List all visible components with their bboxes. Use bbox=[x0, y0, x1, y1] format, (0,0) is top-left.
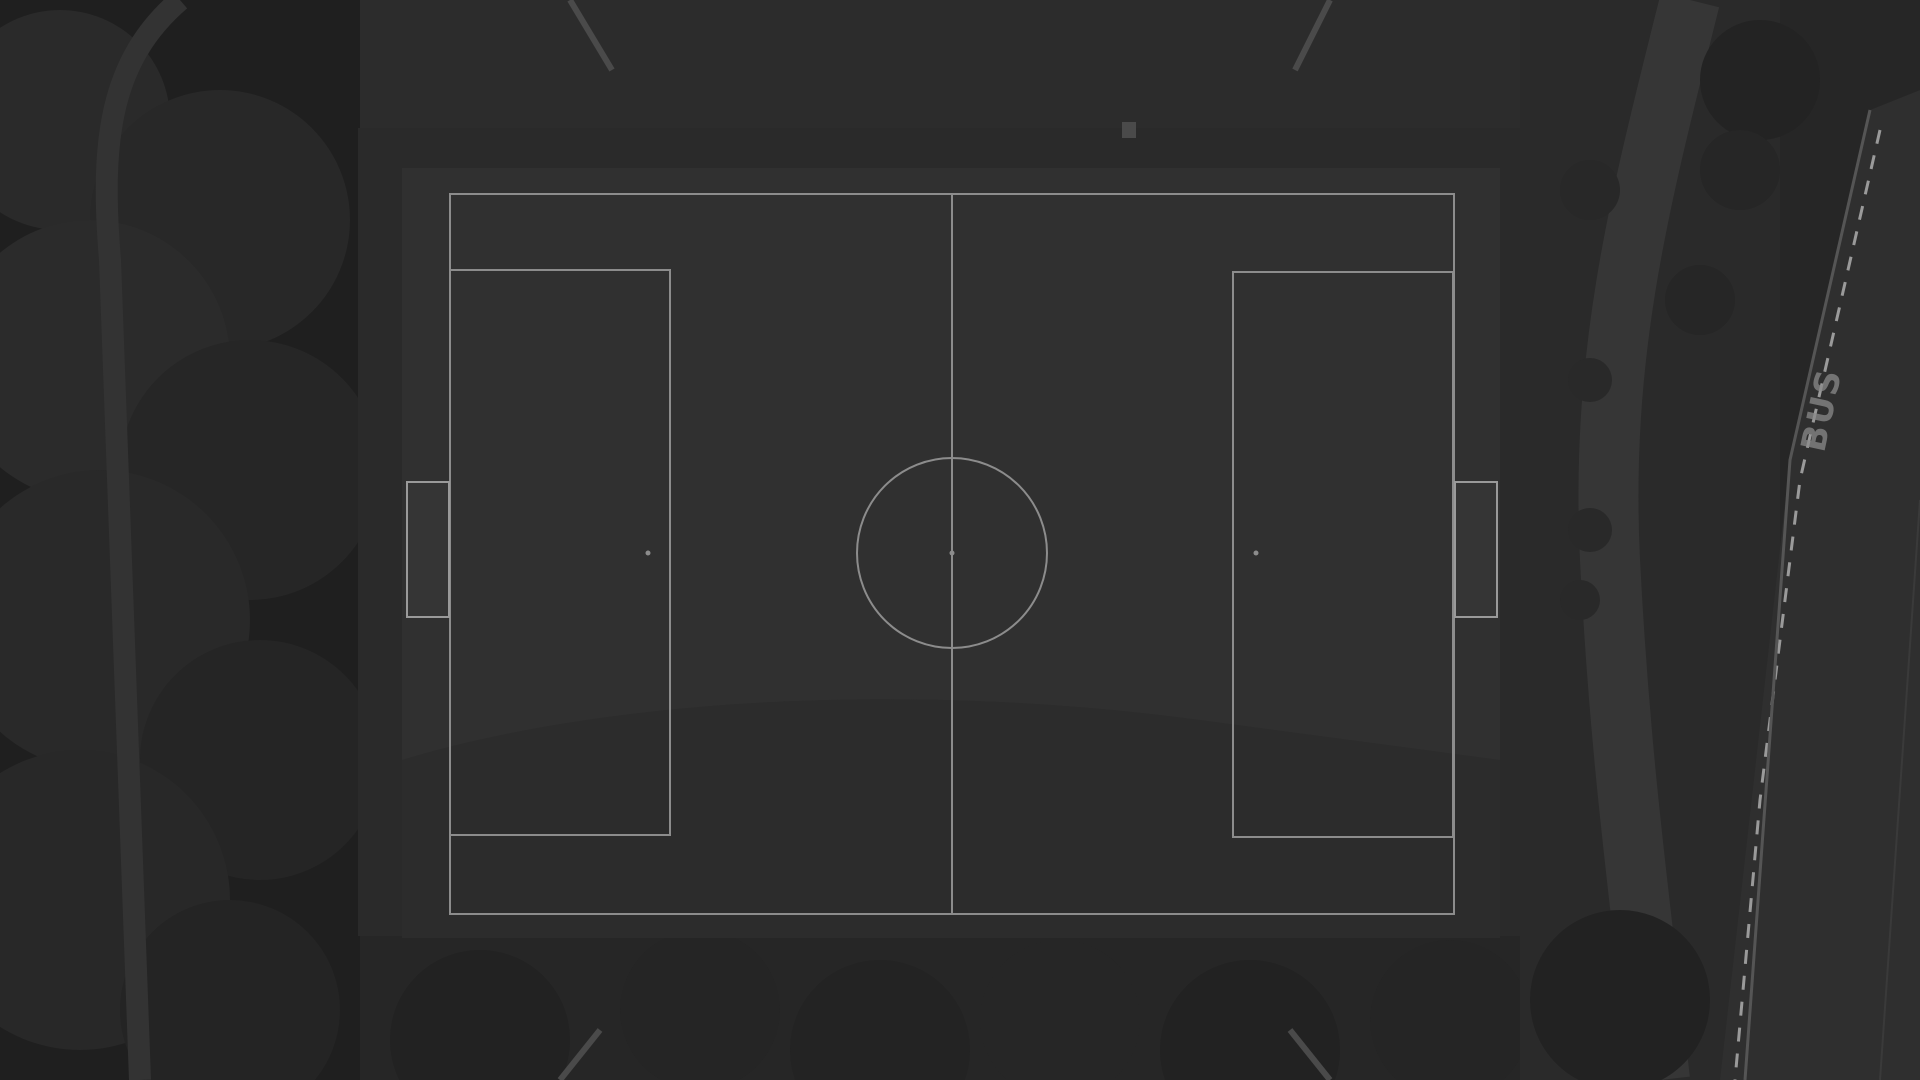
goals bbox=[406, 481, 1498, 618]
small-object bbox=[1122, 122, 1136, 138]
left-goal bbox=[406, 481, 450, 618]
right-penalty-area bbox=[1232, 271, 1454, 838]
left-penalty-spot bbox=[645, 550, 651, 556]
light-poles bbox=[557, 0, 1333, 1080]
road-edge-line bbox=[1743, 109, 1872, 1080]
center-circle bbox=[856, 457, 1048, 649]
road bbox=[1720, 90, 1920, 1080]
road-dashed-line bbox=[1733, 129, 1882, 1080]
left-trees bbox=[0, 0, 380, 1080]
right-goal bbox=[1454, 481, 1498, 618]
center-spot bbox=[949, 550, 955, 556]
road-lane-line bbox=[1879, 499, 1920, 1080]
bottom-trees bbox=[390, 930, 1530, 1080]
right-penalty-spot bbox=[1253, 550, 1259, 556]
left-path bbox=[95, 0, 188, 1080]
right-trees bbox=[1530, 20, 1820, 1080]
